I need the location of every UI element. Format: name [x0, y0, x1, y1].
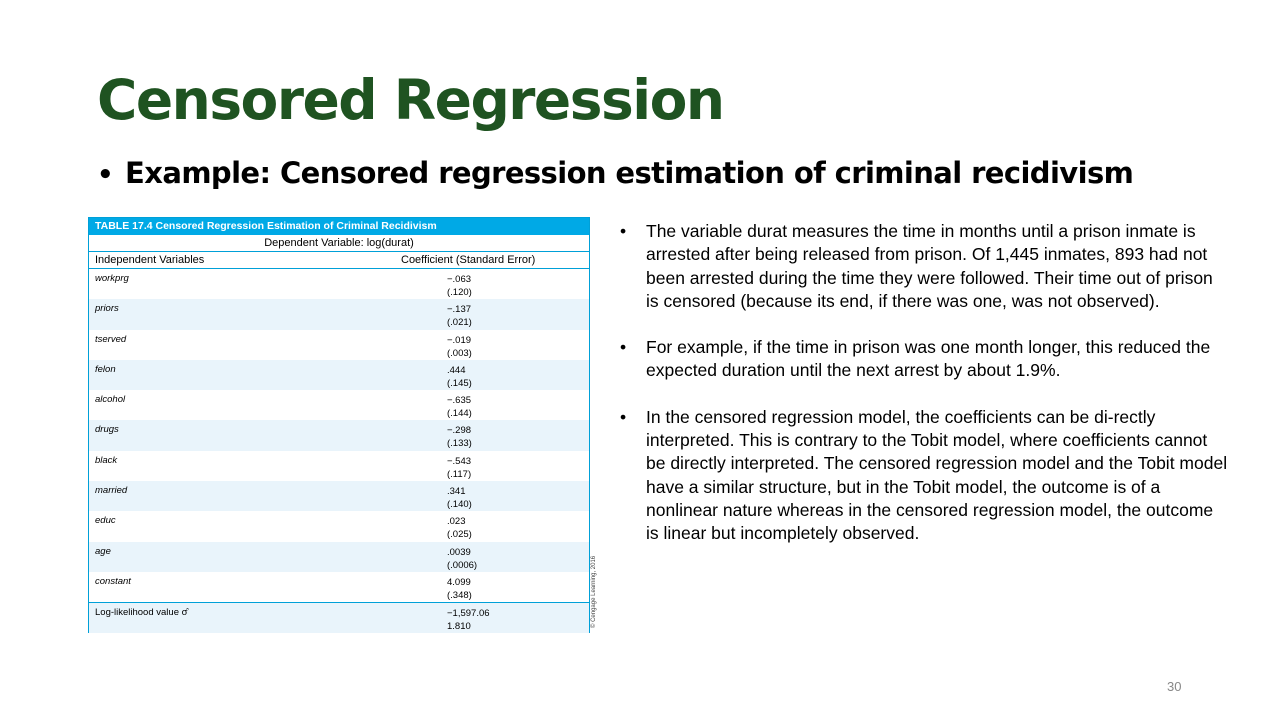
- slide-title: Censored Regression: [97, 68, 725, 132]
- table-row-loglik: Log-likelihood value σ̂ −1,597.06 1.810: [89, 602, 589, 633]
- table-row: constant 4.099 (.348): [89, 572, 589, 602]
- bullet-icon: •: [620, 337, 627, 358]
- standard-error-value: (.003): [447, 347, 472, 359]
- bullet-text: In the censored regression model, the co…: [646, 406, 1228, 544]
- col-header-variables: Independent Variables: [95, 254, 205, 266]
- standard-error-value: (.025): [447, 529, 472, 541]
- loglik-value: −1,597.06: [447, 608, 490, 620]
- table-row: age .0039 (.0006): [89, 541, 589, 572]
- subtitle-text: Example: Censored regression estimation …: [125, 156, 1134, 190]
- col-header-coefficient: Coefficient (Standard Error): [401, 254, 536, 266]
- coefficient-value: −.063: [447, 274, 472, 285]
- variable-name: black: [95, 454, 118, 466]
- copyright-credit: © Cengage Learning, 2016: [591, 555, 597, 628]
- page-number: 30: [1167, 679, 1182, 694]
- variable-name: married: [95, 485, 128, 497]
- bullet-item: • In the censored regression model, the …: [620, 406, 1230, 546]
- bullet-text: For example, if the time in prison was o…: [646, 337, 1211, 381]
- standard-error-value: (.021): [447, 317, 472, 329]
- variable-name: constant: [95, 575, 131, 587]
- table-row: tserved −.019 (.003): [89, 330, 589, 360]
- table-row: educ .023 (.025): [89, 511, 589, 541]
- table-caption: TABLE 17.4 Censored Regression Estimatio…: [89, 218, 589, 235]
- coefficient-value: .0039: [447, 546, 471, 558]
- table-row: workprg −.063 (.120): [89, 269, 589, 299]
- variable-name: drugs: [95, 424, 119, 436]
- coefficient-value: −.298: [447, 425, 472, 437]
- table-row: felon .444 (.145): [89, 359, 589, 391]
- standard-error-value: (.117): [447, 468, 472, 480]
- coefficient-value: −.543: [447, 455, 472, 467]
- standard-error-value: (.348): [447, 589, 472, 601]
- variable-name: felon: [95, 363, 116, 375]
- coefficient-value: .444: [447, 364, 466, 376]
- dependent-variable: Dependent Variable: log(durat): [89, 235, 589, 252]
- variable-name: workprg: [95, 273, 129, 284]
- variable-name: alcohol: [95, 394, 126, 406]
- standard-error-value: (.133): [447, 438, 472, 450]
- coefficient-value: .341: [447, 486, 466, 498]
- table-body: workprg −.063 (.120) priors −.137 (.021) tserv…: [89, 269, 589, 602]
- variable-name: age: [95, 545, 111, 557]
- bullet-item: • For example, if the time in prison was…: [620, 336, 1230, 383]
- coefficient-value: −.137: [447, 304, 472, 316]
- table-row: black −.543 (.117): [89, 451, 589, 481]
- standard-error-value: (.140): [447, 499, 472, 511]
- table-header: Independent Variables Coefficient (Stand…: [89, 252, 589, 269]
- table-row: married .341 (.140): [89, 481, 589, 512]
- standard-error-value: (.0006): [447, 559, 478, 571]
- subtitle: • Example: Censored regression estimatio…: [97, 156, 1134, 190]
- coefficient-value: −.635: [447, 395, 472, 407]
- table-row: priors −.137 (.021): [89, 299, 589, 330]
- bullet-item: • The variable durat measures the time i…: [620, 220, 1230, 313]
- bullet-icon: •: [620, 221, 627, 241]
- variable-name: tserved: [95, 333, 127, 345]
- bullet-list: • The variable durat measures the time i…: [620, 220, 1230, 569]
- standard-error-value: (.144): [447, 408, 472, 420]
- coefficient-value: .023: [447, 516, 466, 528]
- variable-name: educ: [95, 515, 116, 527]
- bullet-icon: •: [620, 406, 627, 427]
- loglik-label: Log-likelihood value σ̂: [95, 607, 188, 619]
- standard-error-value: (.145): [447, 377, 472, 389]
- bullet-icon: •: [97, 160, 114, 190]
- coefficient-value: 4.099: [447, 576, 471, 588]
- standard-error-value: (.120): [447, 287, 472, 298]
- bullet-text: The variable durat measures the time in …: [646, 221, 1213, 311]
- variable-name: priors: [95, 303, 119, 315]
- table-row: drugs −.298 (.133): [89, 420, 589, 451]
- coefficient-value: −.019: [447, 334, 472, 346]
- sigma-value: 1.810: [447, 621, 471, 633]
- regression-table: TABLE 17.4 Censored Regression Estimatio…: [88, 217, 590, 633]
- table-row: alcohol −.635 (.144): [89, 390, 589, 420]
